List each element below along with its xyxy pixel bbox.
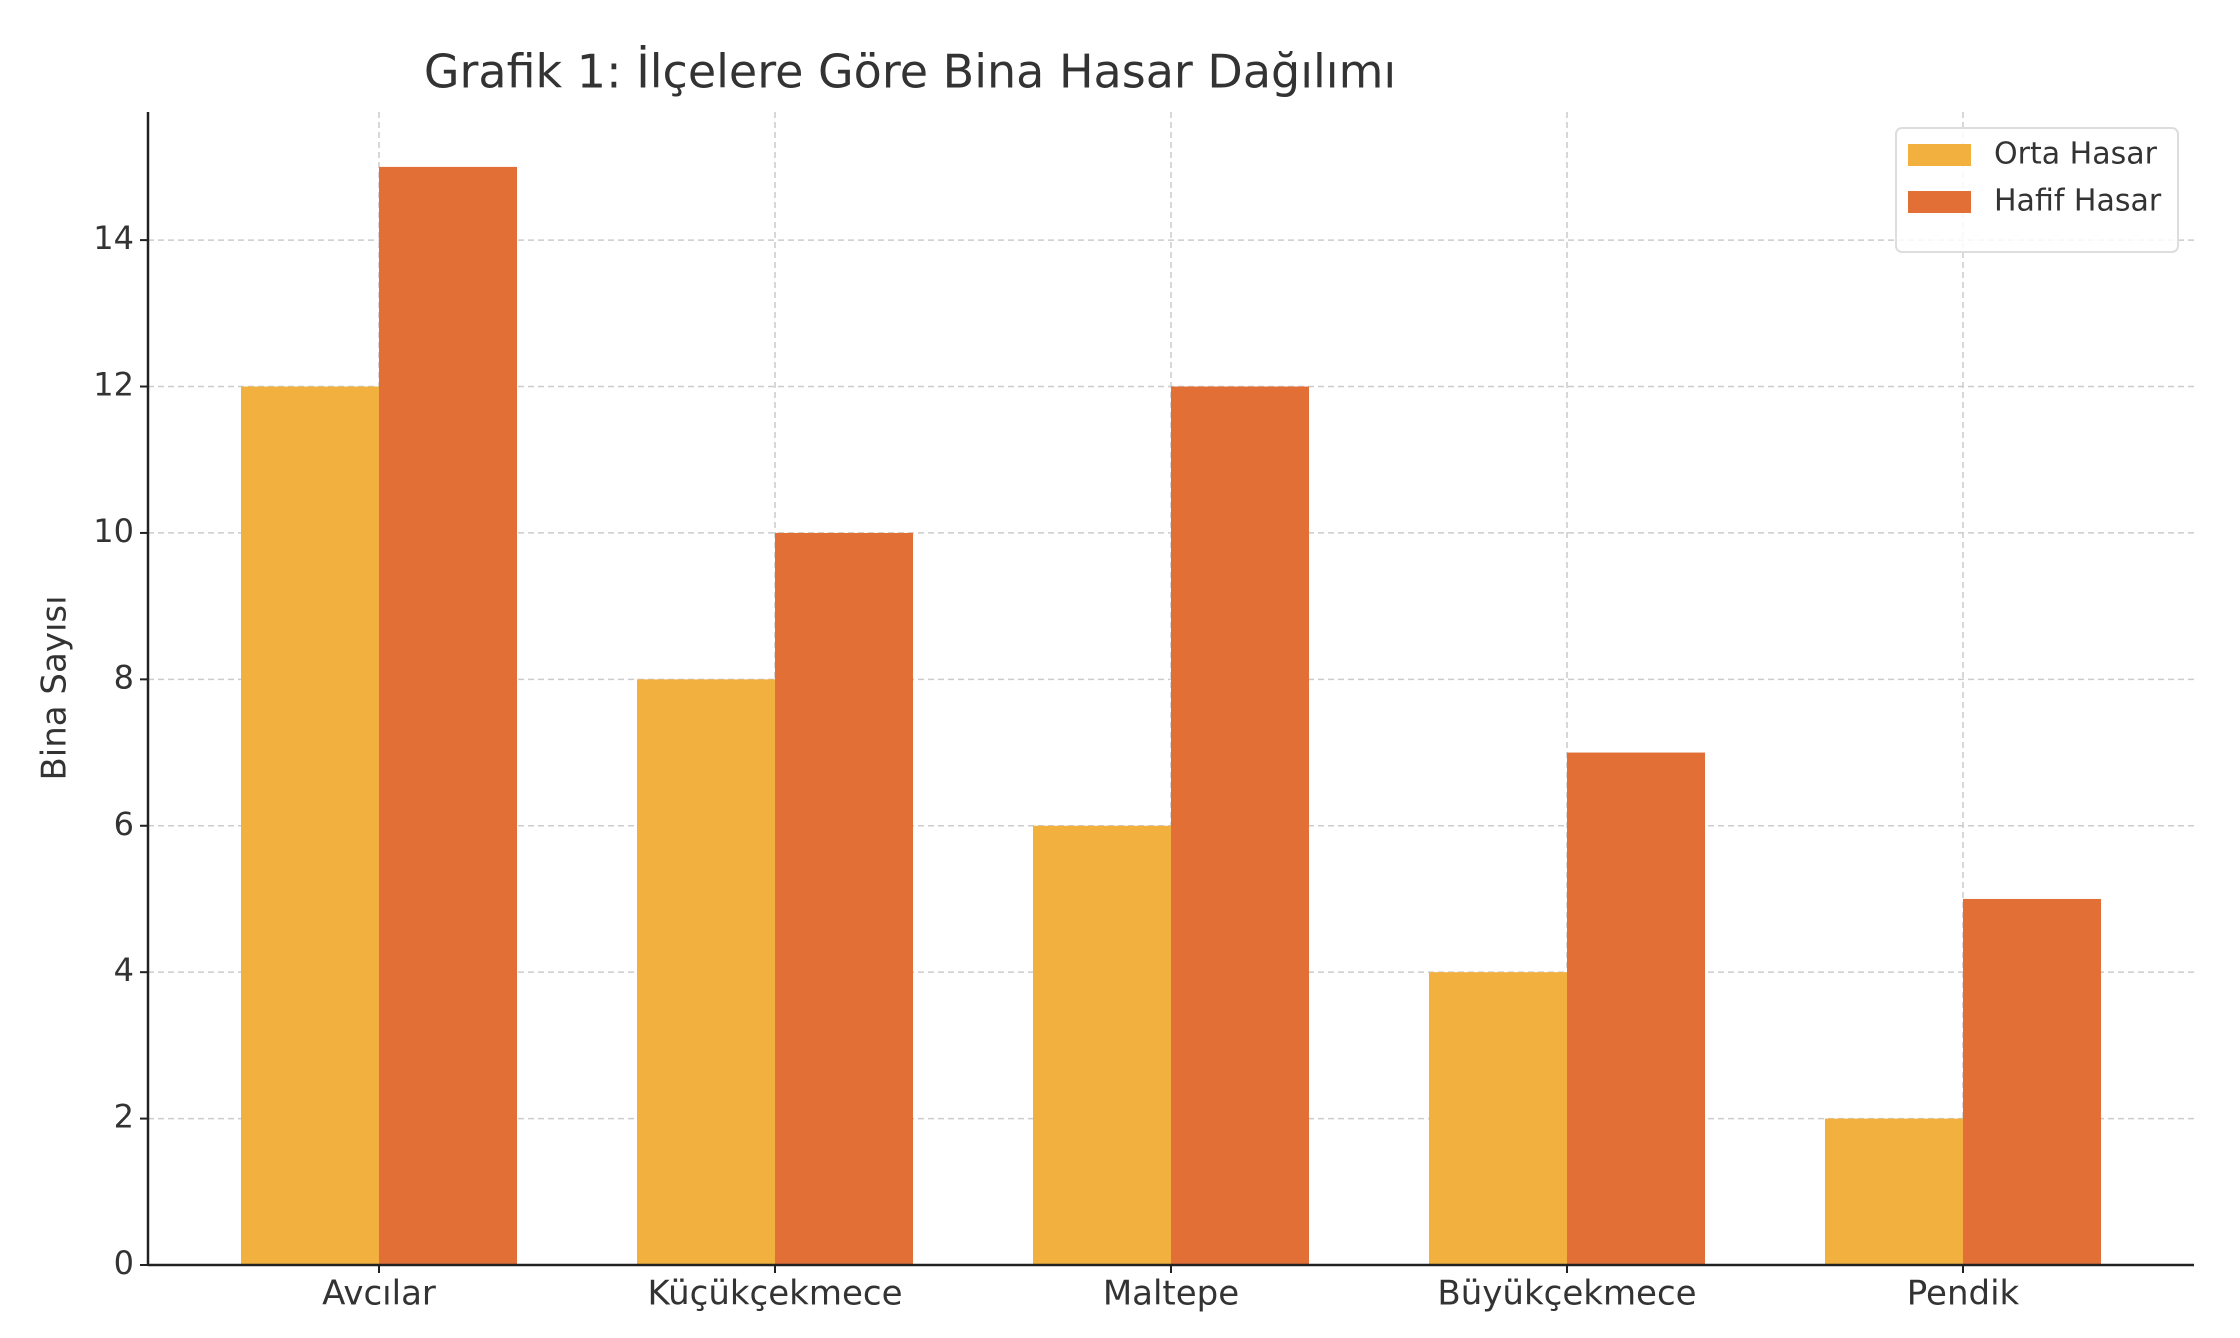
x-tick-label: Büyükçekmece: [1437, 1274, 1696, 1314]
x-tick-label: Avcılar: [322, 1274, 436, 1314]
x-tick-label: Pendik: [1907, 1274, 2020, 1314]
bar: [241, 386, 379, 1265]
bar: [1033, 825, 1171, 1265]
bar: [1825, 1118, 1963, 1265]
y-tick-label: 6: [114, 805, 134, 843]
y-tick-label: 8: [114, 658, 134, 696]
bar: [637, 679, 775, 1265]
chart-title: Grafik 1: İlçelere Göre Bina Hasar Dağıl…: [424, 45, 1396, 99]
x-tick-label: Küçükçekmece: [647, 1274, 902, 1314]
bar: [1171, 386, 1309, 1265]
y-tick-label: 12: [93, 366, 134, 404]
y-tick-label: 4: [114, 951, 134, 989]
legend-label: Orta Hasar: [1994, 137, 2158, 172]
legend-label: Hafif Hasar: [1994, 184, 2162, 219]
x-tick-label: Maltepe: [1103, 1274, 1239, 1314]
legend-swatch: [1908, 144, 1971, 166]
legend: Orta Hasar Hafif Hasar: [1895, 127, 2179, 253]
y-tick-label: 10: [93, 512, 134, 550]
bar: [1567, 752, 1705, 1265]
legend-swatch: [1908, 191, 1971, 213]
bar: [1429, 972, 1567, 1265]
y-tick-label: 2: [114, 1098, 134, 1136]
y-axis-label: Bina Sayısı: [35, 595, 75, 780]
bar: [379, 166, 517, 1265]
bar: [775, 532, 913, 1265]
y-tick-label: 0: [114, 1244, 134, 1282]
y-tick-label: 14: [93, 219, 134, 257]
bar: [1963, 898, 2101, 1265]
